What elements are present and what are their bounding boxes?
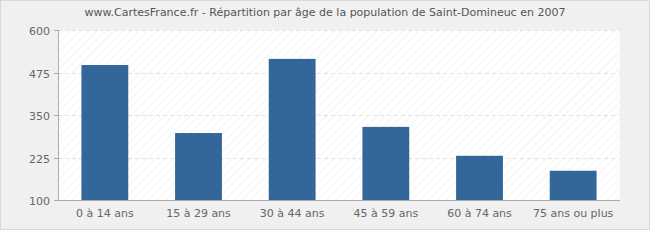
tick-mark	[54, 200, 58, 201]
grid-line	[58, 200, 620, 201]
y-tick-label: 100	[29, 195, 50, 208]
grid-line	[58, 115, 620, 116]
tick-mark	[54, 30, 58, 31]
grid-line	[58, 73, 620, 74]
x-tick-label: 60 à 74 ans	[447, 207, 512, 220]
x-tick-label: 75 ans ou plus	[533, 207, 614, 220]
chart: 100 225 350 475 600 0 à 14 ans 15 à 29 ans 30 à…	[0, 0, 650, 230]
tick-mark	[54, 158, 58, 159]
bar	[362, 127, 409, 200]
x-axis	[58, 200, 620, 201]
x-tick-label: 15 à 29 ans	[166, 207, 231, 220]
y-tick-label: 350	[29, 110, 50, 123]
grid-line	[58, 30, 620, 31]
tick-mark	[54, 115, 58, 116]
tick-mark	[54, 73, 58, 74]
bar	[175, 133, 222, 200]
plot-area	[58, 30, 620, 200]
background	[0, 0, 650, 230]
title: www.CartesFrance.fr - Répartition par âg…	[85, 6, 566, 19]
y-tick-label: 600	[29, 25, 50, 38]
bar	[81, 65, 128, 200]
outer-border	[1, 1, 650, 230]
y-axis	[58, 30, 59, 200]
x-tick-label: 45 à 59 ans	[353, 207, 418, 220]
y-tick-label: 475	[29, 68, 50, 81]
bars	[81, 59, 596, 200]
bar	[550, 171, 597, 200]
grid-line	[58, 158, 620, 159]
y-tick-label: 225	[29, 153, 50, 166]
x-tick-label: 0 à 14 ans	[76, 207, 134, 220]
x-tick-label: 30 à 44 ans	[260, 207, 325, 220]
bar	[269, 59, 316, 200]
bar	[456, 156, 503, 200]
